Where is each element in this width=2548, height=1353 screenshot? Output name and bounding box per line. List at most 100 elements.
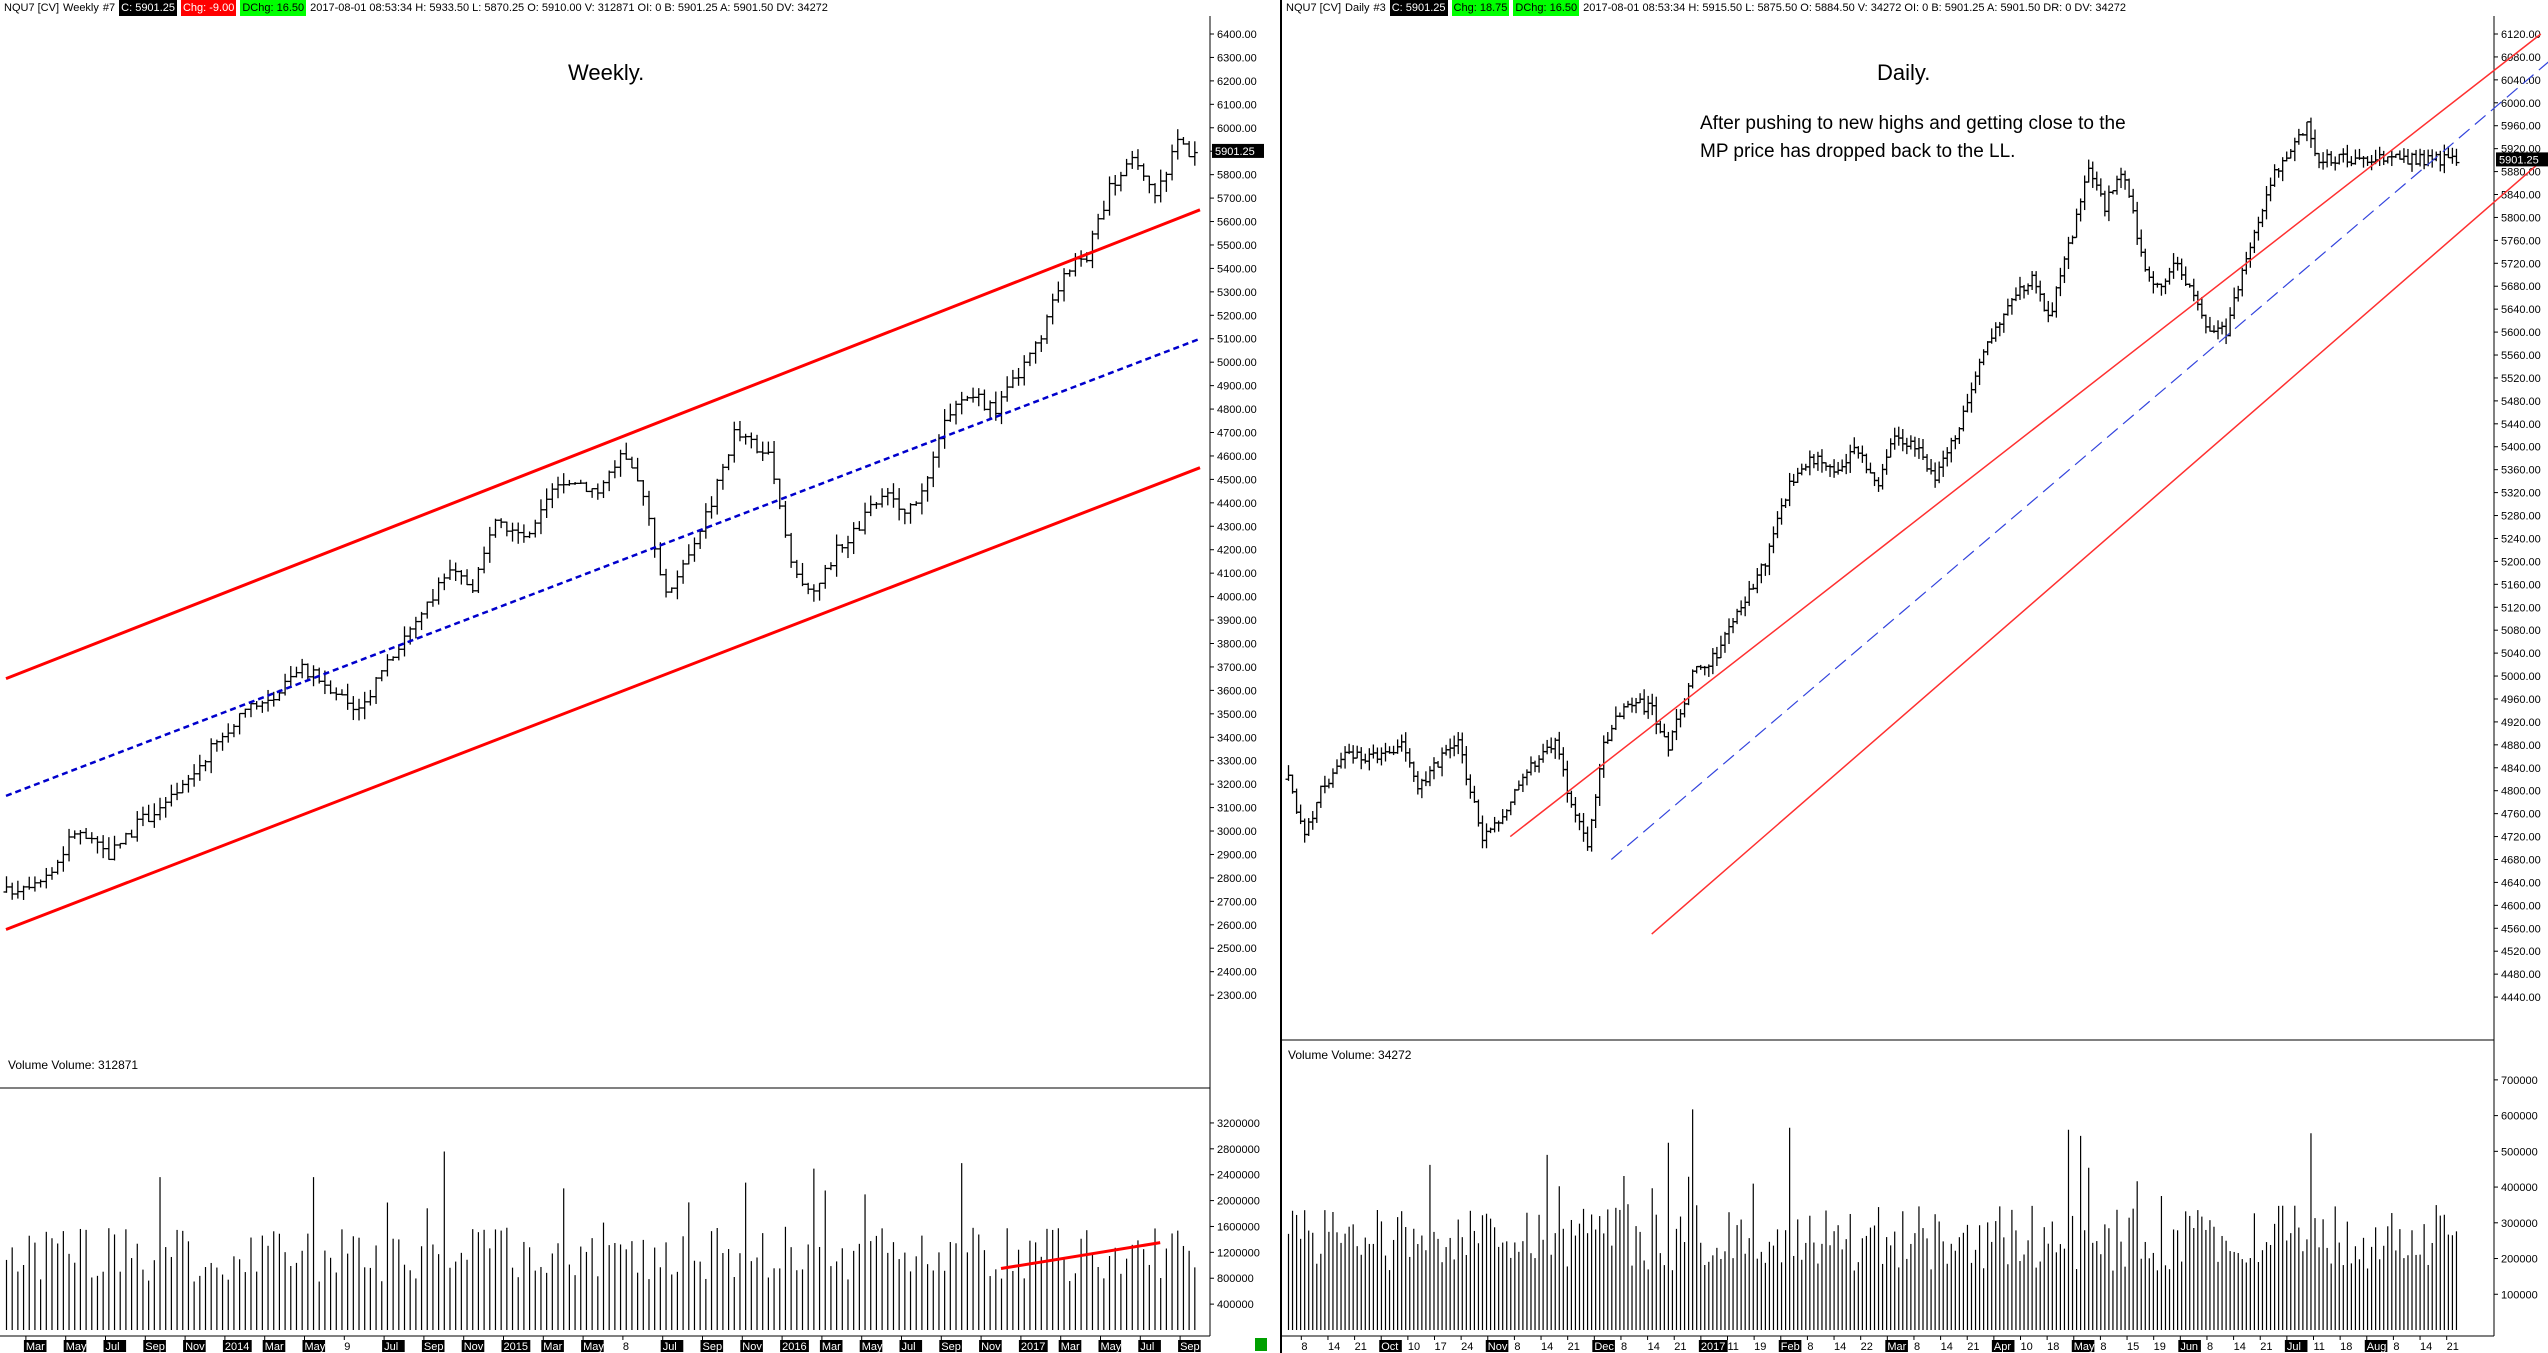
- x-tick-label-bg: [461, 1340, 485, 1352]
- price-tick-label: 4560.00: [2501, 923, 2541, 935]
- last-price-badge: [2496, 152, 2548, 167]
- x-tick-label-bg: [1098, 1340, 1122, 1352]
- sync-indicator[interactable]: [1255, 1338, 1267, 1351]
- price-tick-label: 4600.00: [2501, 900, 2541, 912]
- price-tick-label: 2800.00: [1217, 873, 1257, 885]
- volume-tick-label: 400000: [1217, 1299, 1254, 1311]
- x-tick-label-bg: [2178, 1340, 2201, 1352]
- daily-close-badge: C: 5901.25: [1389, 0, 1448, 16]
- price-tick-label: 5600.00: [2501, 327, 2541, 339]
- price-tick-label: 5160.00: [2501, 579, 2541, 591]
- channel-upper-line: [1509, 33, 2542, 838]
- x-tick-label: 14: [1648, 1341, 1660, 1353]
- x-tick-label: 24: [1461, 1341, 1473, 1353]
- x-tick-label: May: [583, 1341, 604, 1353]
- price-tick-label: 5000.00: [2501, 671, 2541, 683]
- channel-upper-line: [5, 208, 1201, 681]
- x-tick-label: Nov: [464, 1341, 484, 1353]
- x-tick-label: 19: [2154, 1341, 2166, 1353]
- price-tick-label: 5800.00: [2501, 212, 2541, 224]
- price-tick-label: 5700.00: [1217, 193, 1257, 205]
- price-tick-label: 6200.00: [1217, 76, 1257, 88]
- x-tick-label-bg: [780, 1340, 809, 1352]
- x-tick-label: Oct: [1381, 1341, 1398, 1353]
- x-tick-label-bg: [660, 1340, 684, 1352]
- weekly-chart-panel[interactable]: 6400.006300.006200.006100.006000.005900.…: [0, 0, 1280, 1353]
- x-tick-label: 11: [2314, 1341, 2325, 1353]
- daily-chart-panel[interactable]: 6120.00 6080.00 6040.00 6000.00 5960.00 5920.…: [1282, 0, 2548, 1353]
- daily-chart-svg[interactable]: 6120.006080.006040.006000.005960.005920.…: [1282, 0, 2548, 1353]
- x-tick-label: Sep: [703, 1341, 723, 1353]
- daily-title: Daily.: [1877, 60, 1931, 85]
- x-tick-label-bg: [501, 1340, 531, 1352]
- x-tick-label: 9: [344, 1341, 350, 1353]
- daily-header: NQU7 [CV] Daily #3 C: 5901.25 Chg: 18.75…: [1286, 0, 2126, 16]
- volume-tick-label: 1200000: [1217, 1247, 1260, 1259]
- x-tick-label-bg: [183, 1340, 206, 1352]
- x-tick-label: Mar: [543, 1341, 562, 1353]
- price-tick-label: 5000.00: [1217, 357, 1257, 369]
- x-tick-label-bg: [1885, 1340, 1908, 1352]
- x-tick-label: 10: [2021, 1341, 2033, 1353]
- x-tick-label-bg: [740, 1340, 763, 1352]
- x-tick-label: 14: [1328, 1341, 1340, 1353]
- price-tick-label: 2300.00: [1217, 990, 1257, 1002]
- price-tick-label: 4640.00: [2501, 877, 2541, 889]
- x-tick-label-bg: [1778, 1340, 1802, 1352]
- daily-info: 2017-08-01 08:53:34 H: 5915.50 L: 5875.5…: [1583, 2, 2127, 14]
- x-tick-label: Feb: [1781, 1341, 1800, 1353]
- weekly-chart-svg[interactable]: 6400.006300.006200.006100.006000.005900.…: [0, 0, 1280, 1353]
- volume-tick-label: 800000: [1217, 1273, 1254, 1285]
- x-tick-label: 17: [1435, 1341, 1447, 1353]
- x-tick-label: 14: [2420, 1341, 2432, 1353]
- weekly-info: 2017-08-01 08:53:34 H: 5933.50 L: 5870.2…: [310, 2, 828, 14]
- x-tick-label: Apr: [1994, 1341, 2011, 1353]
- volume-tick-label: 500000: [2501, 1146, 2538, 1158]
- x-tick-label: Jul: [106, 1341, 120, 1353]
- x-tick-label-bg: [302, 1340, 326, 1352]
- daily-dchg-badge: DChg: 16.50: [1513, 0, 1580, 16]
- price-tick-label: 4880.00: [2501, 740, 2541, 752]
- price-tick-label: 5800.00: [1217, 170, 1257, 182]
- price-tick-label: 6000.00: [1217, 123, 1257, 135]
- x-tick-label-bg: [939, 1340, 962, 1352]
- price-tick-label: 4440.00: [2501, 992, 2541, 1004]
- channel-lower-line: [5, 466, 1201, 931]
- x-tick-label: 8: [1621, 1341, 1627, 1353]
- price-tick-label: 5480.00: [2501, 396, 2541, 408]
- price-tick-label: 6300.00: [1217, 52, 1257, 64]
- x-tick-label-bg: [1018, 1340, 1048, 1352]
- x-tick-label-bg: [143, 1340, 166, 1352]
- x-tick-label-bg: [1991, 1340, 2015, 1352]
- price-tick-label: 5640.00: [2501, 304, 2541, 316]
- x-tick-label: Sep: [424, 1341, 444, 1353]
- x-tick-label: 14: [1941, 1341, 1953, 1353]
- price-tick-label: 4500.00: [1217, 474, 1257, 486]
- x-tick-label-bg: [859, 1340, 883, 1352]
- x-tick-label: Jul: [1140, 1341, 1154, 1353]
- x-tick-label: 21: [1568, 1341, 1580, 1353]
- volume-tick-label: 1600000: [1217, 1221, 1260, 1233]
- price-tick-label: 3200.00: [1217, 779, 1257, 791]
- channel-mid-line: [1610, 61, 2548, 860]
- x-tick-label: Jul: [384, 1341, 398, 1353]
- x-tick-label: May: [1101, 1341, 1122, 1353]
- x-tick-label: Mar: [1061, 1341, 1080, 1353]
- price-tick-label: 5200.00: [2501, 556, 2541, 568]
- x-tick-label-bg: [2364, 1340, 2388, 1352]
- panel-divider[interactable]: [1280, 0, 1282, 1353]
- volume-tick-label: 700000: [2501, 1075, 2538, 1087]
- last-price-label: 5901.25: [2499, 154, 2539, 166]
- x-tick-label-bg: [2284, 1340, 2308, 1352]
- x-tick-label: 11: [1728, 1341, 1739, 1353]
- weekly-header: NQU7 [CV] Weekly #7 C: 5901.25 Chg: -9.0…: [4, 0, 828, 16]
- price-tick-label: 4200.00: [1217, 545, 1257, 557]
- x-tick-label: Aug: [2367, 1341, 2387, 1353]
- price-tick-label: 6000.00: [2501, 98, 2541, 110]
- x-tick-label: Sep: [941, 1341, 961, 1353]
- price-tick-label: 5360.00: [2501, 465, 2541, 477]
- x-tick-label: Mar: [1887, 1341, 1906, 1353]
- price-tick-label: 5100.00: [1217, 334, 1257, 346]
- price-tick-label: 5960.00: [2501, 121, 2541, 133]
- x-tick-label: Jul: [663, 1341, 677, 1353]
